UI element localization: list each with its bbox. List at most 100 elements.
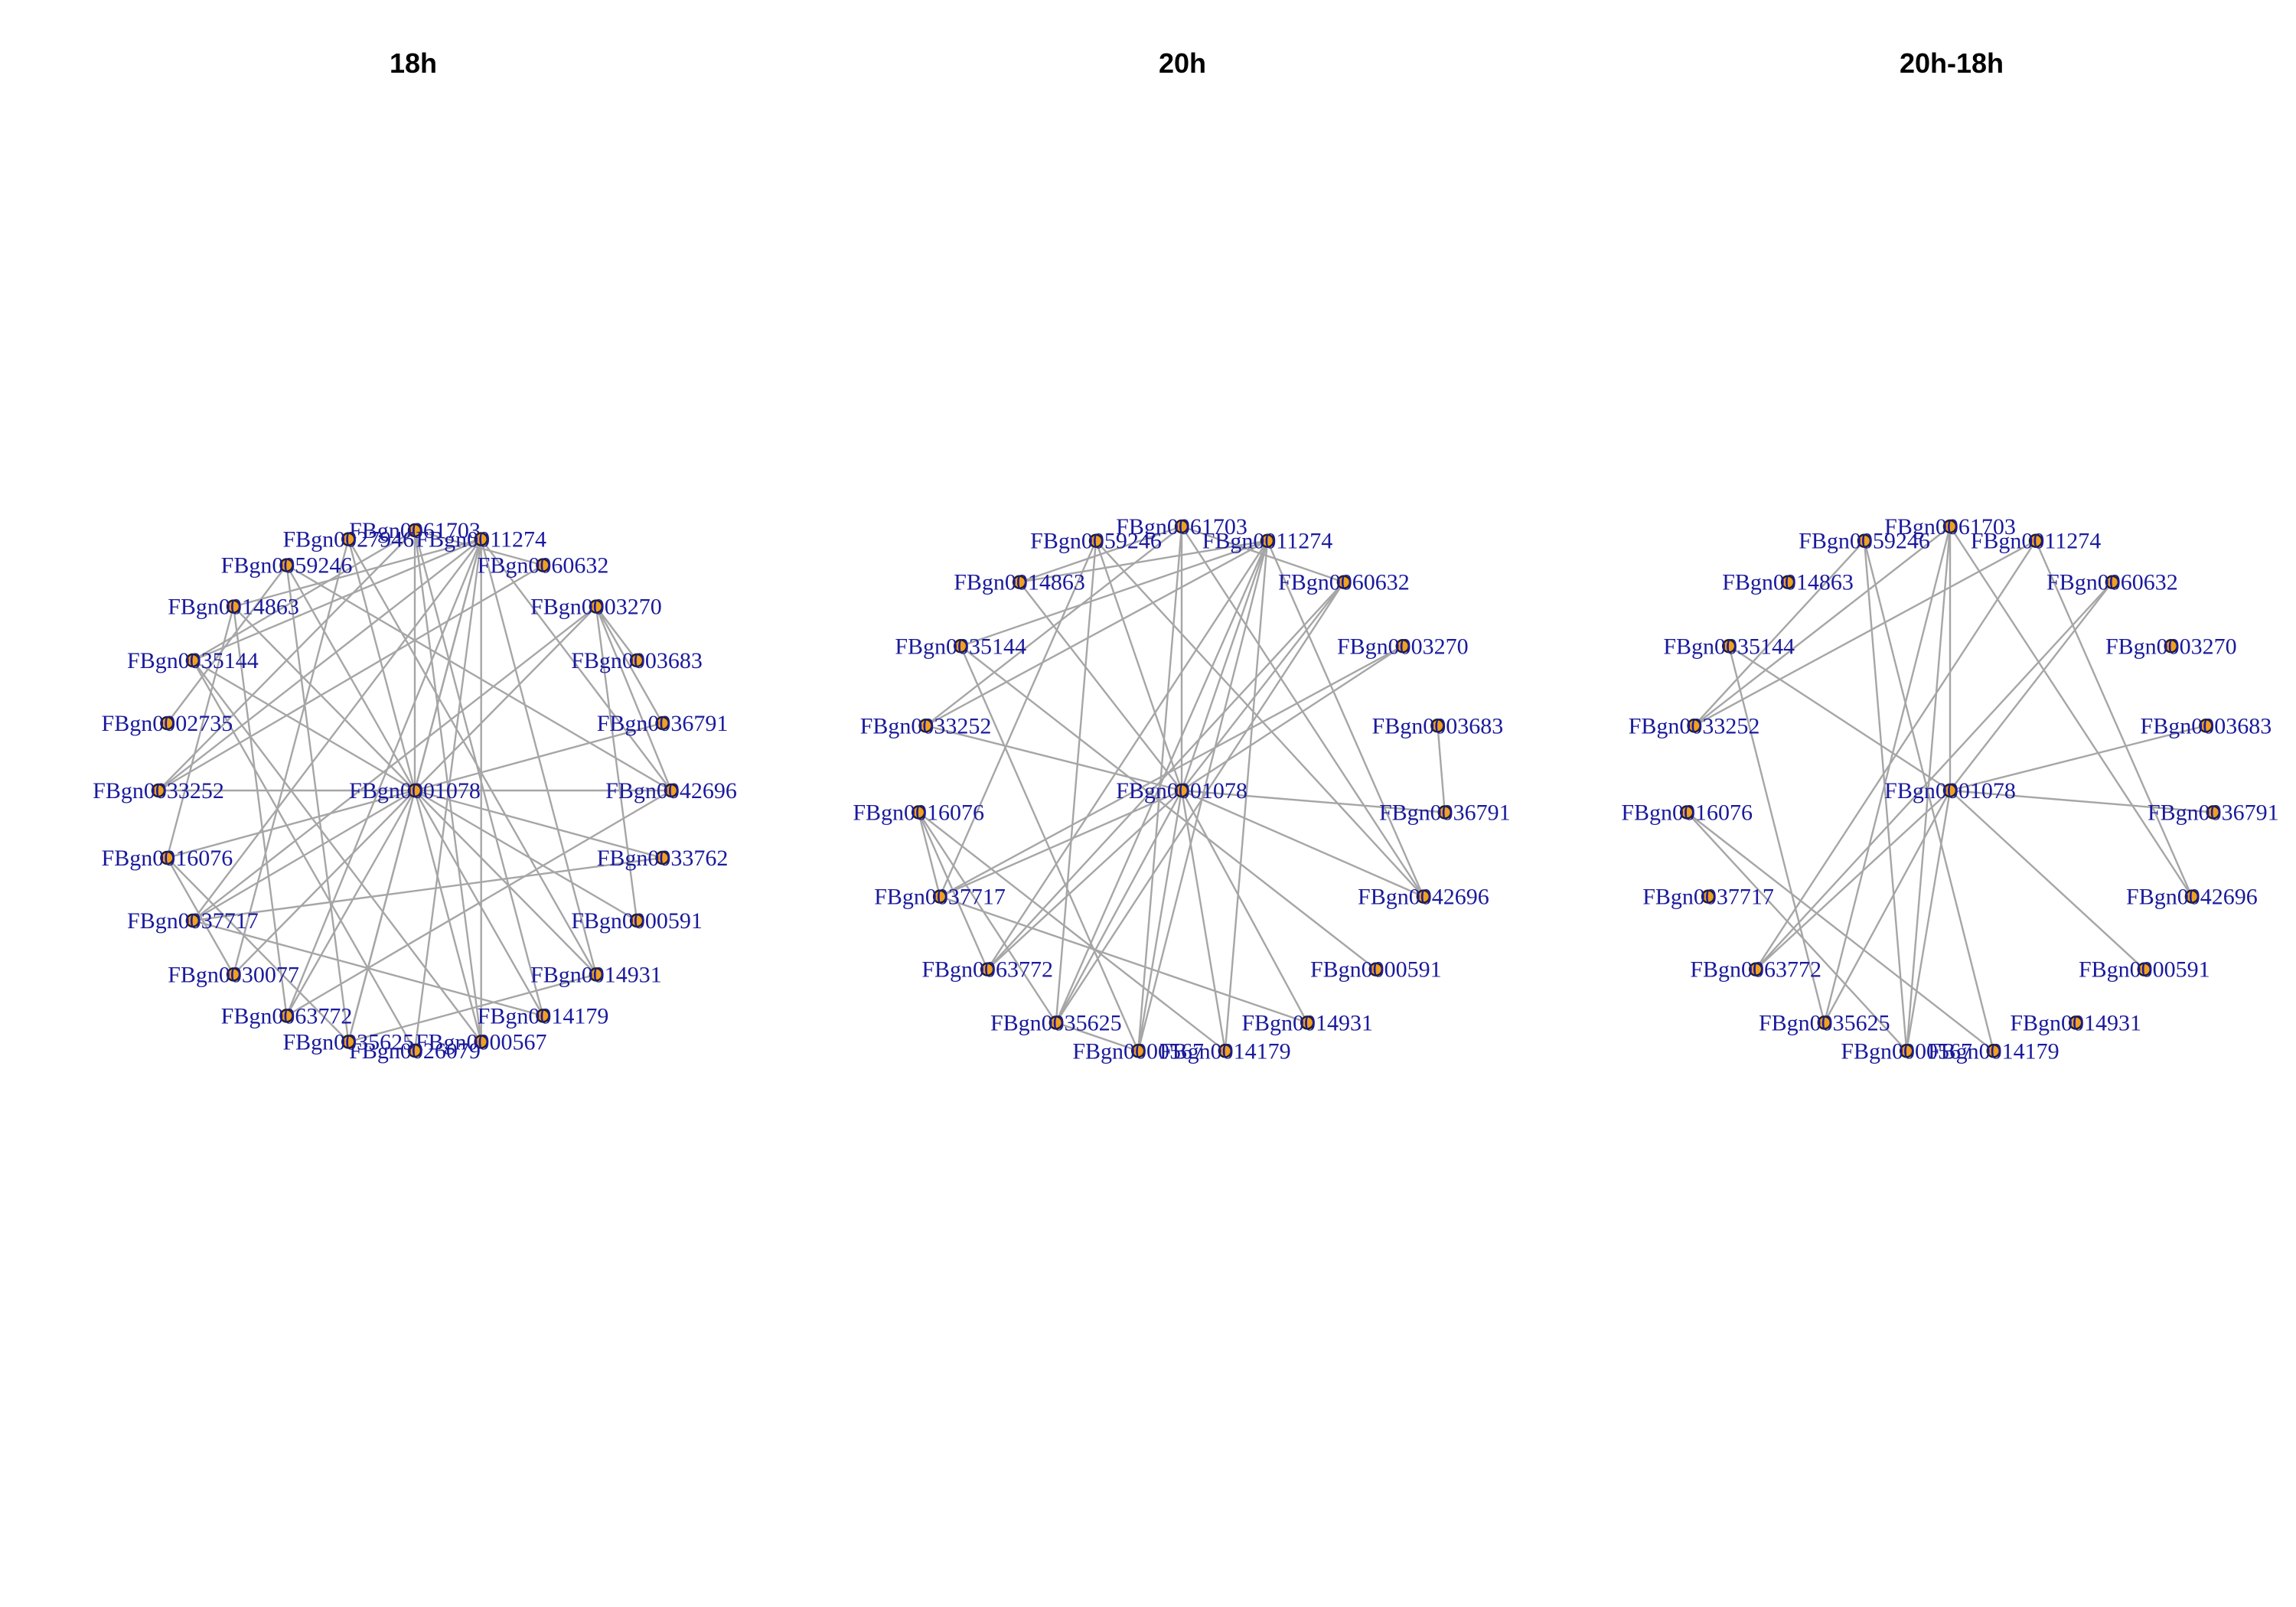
edge-FBgn0001078-FBgn0035625 — [1055, 790, 1183, 1023]
edge-FBgn0001078-FBgn0014179 — [1180, 790, 1226, 1051]
node-FBgn0059246 — [1857, 533, 1872, 548]
edge-FBgn0011274-FBgn0035144 — [960, 539, 1268, 647]
node-label: FBgn0001078 — [1884, 778, 2016, 804]
node-FBgn0011274 — [474, 532, 488, 546]
node-label: FBgn0000591 — [2079, 957, 2210, 983]
node-label: FBgn0037717 — [127, 908, 259, 934]
node-label: FBgn0035625 — [990, 1010, 1122, 1035]
node-FBgn0003270 — [2164, 639, 2179, 654]
node-label: FBgn0000567 — [1841, 1038, 1972, 1064]
node-FBgn0000567 — [1899, 1044, 1914, 1058]
node-label: FBgn0033252 — [860, 713, 992, 738]
node-FBgn0061703 — [1174, 519, 1189, 534]
node-label: FBgn0011274 — [1971, 529, 2102, 554]
edge-FBgn0037717-FBgn0014931 — [939, 895, 1308, 1024]
edge-FBgn0063772-FBgn0011274 — [1755, 540, 2037, 970]
edge-FBgn0059246-FBgn0035625 — [1055, 540, 1097, 1023]
edge-FBgn0001078-FBgn0042696 — [1181, 789, 1424, 898]
node-label: FBgn0003270 — [530, 595, 662, 620]
node-FBgn0014931 — [589, 967, 604, 982]
edge-FBgn0061703-FBgn0000567 — [1906, 526, 1952, 1051]
node-FBgn0037717 — [185, 913, 201, 928]
node-label: FBgn0003270 — [2105, 634, 2237, 659]
edge-FBgn0001078-FBgn0060632 — [1181, 581, 1345, 791]
node-FBgn0014179 — [536, 1009, 550, 1023]
edge-FBgn0003270-FBgn0000591 — [595, 606, 638, 921]
node-label: FBgn0000591 — [571, 908, 703, 934]
panel-title-20h-18h: 20h-18h — [1900, 47, 2004, 79]
edge-FBgn0001078-FBgn0000591 — [1949, 790, 2145, 970]
edge-FBgn0001078-FBgn0037717 — [939, 789, 1182, 898]
node-label: FBgn0042696 — [605, 778, 737, 804]
node-FBgn0060632 — [1336, 575, 1352, 589]
edge-FBgn0001078-FBgn0003683 — [1949, 725, 2206, 792]
panel-20h-18h: 20h-18h FBgn0001078 FBgn0061703FBgn001127… — [1621, 47, 2278, 1064]
node-FBgn0014863 — [1780, 575, 1795, 589]
edge-FBgn0059246-FBgn0014179 — [1863, 540, 1994, 1051]
edge-FBgn0035144-FBgn0000591 — [960, 645, 1377, 970]
node-label: FBgn0035625 — [1759, 1010, 1890, 1035]
node-label: FBgn0000567 — [416, 1029, 547, 1054]
node-FBgn0014179 — [1986, 1044, 2001, 1058]
node-label: FBgn0042696 — [1358, 885, 1489, 910]
node-FBgn0063772 — [980, 962, 995, 976]
node-FBgn0035144 — [185, 653, 201, 668]
edge-FBgn0035625-FBgn0000567 — [1055, 1022, 1139, 1052]
node-FBgn0027946 — [341, 532, 356, 546]
edge-FBgn0011274-FBgn0014863 — [233, 538, 482, 608]
edge-FBgn0014863-FBgn0063772 — [232, 606, 288, 1016]
edge-FBgn0011274-FBgn0042696 — [1266, 540, 1424, 898]
node-FBgn0035144 — [1721, 639, 1737, 654]
edge-FBgn0016076-FBgn0063772 — [918, 812, 989, 970]
edge-FBgn0011274-FBgn0026079 — [413, 539, 482, 1051]
edge-FBgn0016076-FBgn0014179 — [1686, 811, 1994, 1052]
edge-FBgn0042696-FBgn0059246 — [285, 564, 672, 792]
node-FBgn0060632 — [536, 558, 550, 572]
edge-FBgn0042696-FBgn0063772 — [285, 789, 672, 1017]
edge-FBgn0003270-FBgn0036791 — [595, 606, 664, 724]
node-FBgn0042696 — [1416, 889, 1431, 904]
node-FBgn0002735 — [160, 715, 174, 731]
node-label: FBgn0060632 — [478, 553, 609, 579]
node-FBgn0003683 — [1430, 719, 1445, 733]
edge-FBgn0001078-FBgn0014931 — [414, 790, 597, 976]
node-label: FBgn0060632 — [2047, 570, 2178, 595]
edge-FBgn0060632-FBgn0063772 — [1755, 581, 2113, 970]
edge-FBgn0061703-FBgn0035144 — [192, 529, 416, 662]
node-label: FBgn0014931 — [2010, 1010, 2141, 1035]
node-label: FBgn0036791 — [2148, 800, 2279, 826]
edge-FBgn0014931-FBgn0011274 — [480, 539, 598, 975]
node-label: FBgn0063772 — [221, 1003, 353, 1028]
node-FBgn0003683 — [629, 653, 644, 668]
node-label: FBgn0036791 — [1379, 800, 1511, 826]
edge-FBgn0003270-FBgn0037717 — [192, 605, 597, 921]
node-label: FBgn0061703 — [1116, 514, 1247, 539]
node-FBgn0033252 — [1687, 719, 1701, 733]
node-label: FBgn0035625 — [282, 1029, 414, 1054]
node-FBgn0037717 — [1701, 889, 1716, 904]
node-FBgn0059246 — [1088, 533, 1104, 548]
edge-FBgn0001078-FBgn0000567 — [1137, 790, 1183, 1051]
node-label: FBgn0037717 — [874, 885, 1006, 910]
node-FBgn0014931 — [2068, 1015, 2083, 1030]
edge-FBgn0061703-FBgn0042696 — [1949, 526, 2193, 898]
edge-FBgn0011274-FBgn0014179 — [1224, 540, 1269, 1051]
edge-FBgn0060632-FBgn0035625 — [1055, 582, 1345, 1024]
node-FBgn0033762 — [655, 850, 670, 865]
panel-20h: 20h FBgn0001078FBgn0061703FBgn0011274FBg… — [853, 47, 1510, 1064]
edge-FBgn0027946-FBgn0014931 — [347, 539, 597, 975]
node-label: FBgn0011274 — [1202, 529, 1333, 554]
node-label: FBgn0016076 — [853, 800, 984, 826]
node-FBgn0035144 — [953, 639, 968, 654]
edge-FBgn0001078-FBgn0036791 — [1181, 789, 1445, 813]
node-label: FBgn0035144 — [895, 634, 1026, 659]
edge-FBgn0016076-FBgn0014863 — [166, 606, 235, 859]
node-FBgn0001078 — [1174, 783, 1189, 798]
node-label: FBgn0014931 — [1241, 1010, 1373, 1035]
edge-FBgn0061703-FBgn0042696 — [1180, 526, 1424, 898]
panel-18h: 18h FBgn0001078FBgn0061703FBgn0011274FBg… — [93, 47, 737, 1064]
edge-FBgn0002735-FBgn0059246 — [166, 564, 288, 724]
edge-FBgn0001078-FBgn0036791 — [1949, 789, 2213, 813]
panel-title-20h: 20h — [1159, 47, 1206, 79]
node-FBgn0033252 — [918, 719, 933, 733]
